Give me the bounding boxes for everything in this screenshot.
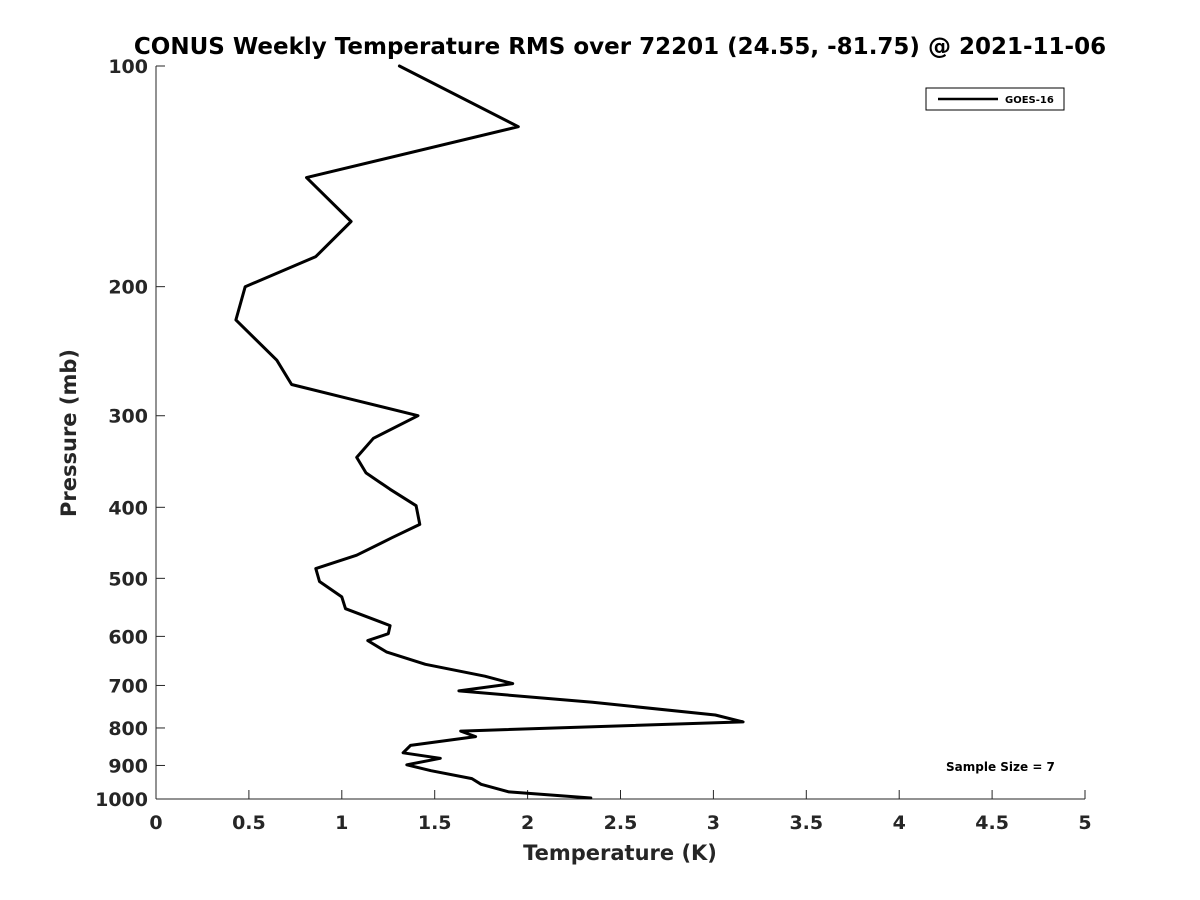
y-tick-label: 100 — [108, 56, 148, 78]
x-tick-label: 1.5 — [418, 812, 452, 834]
y-axis-label: Pressure (mb) — [57, 349, 81, 517]
y-tick-label: 700 — [108, 675, 148, 697]
series-line-goes-16 — [234, 64, 745, 800]
x-tick-label: 0 — [149, 812, 162, 834]
y-axis-ticks: 100 200 300 400 500 600 700 800 900 1000 — [95, 56, 165, 811]
y-tick-label: 500 — [108, 568, 148, 590]
sample-size-annotation: Sample Size = 7 — [946, 760, 1055, 774]
x-tick-label: 4.5 — [975, 812, 1009, 834]
chart-title: CONUS Weekly Temperature RMS over 72201 … — [134, 34, 1106, 60]
x-tick-label: 3 — [707, 812, 720, 834]
x-tick-label: 3.5 — [789, 812, 823, 834]
y-tick-label: 900 — [108, 755, 148, 777]
x-axis-label: Temperature (K) — [523, 841, 717, 865]
x-tick-label: 2.5 — [604, 812, 638, 834]
x-tick-label: 5 — [1078, 812, 1091, 834]
x-tick-label: 1 — [335, 812, 348, 834]
x-tick-label: 2 — [521, 812, 534, 834]
x-tick-label: 4 — [893, 812, 906, 834]
y-tick-label: 600 — [108, 626, 148, 648]
y-tick-label: 200 — [108, 277, 148, 299]
x-tick-label: 0.5 — [232, 812, 266, 834]
y-tick-label: 800 — [108, 718, 148, 740]
legend: GOES-16 — [925, 87, 1065, 111]
legend-label-goes-16: GOES-16 — [1005, 95, 1054, 106]
y-tick-label: 400 — [108, 497, 148, 519]
series-layer — [234, 64, 745, 800]
y-tick-label: 1000 — [95, 789, 148, 811]
x-axis-ticks: 0 0.5 1 1.5 2 2.5 3 3.5 4 4.5 5 — [149, 790, 1092, 834]
y-tick-label: 300 — [108, 406, 148, 428]
